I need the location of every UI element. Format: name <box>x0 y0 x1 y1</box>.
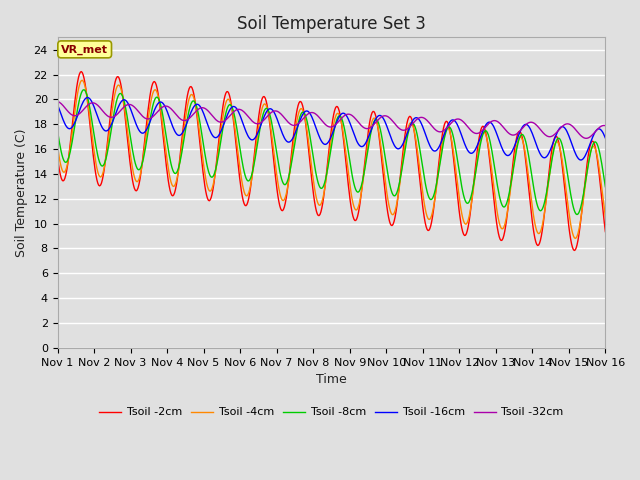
Tsoil -8cm <box>303 115 310 121</box>
Tsoil -2cm <box>303 126 310 132</box>
Tsoil -4cm <box>572 236 579 241</box>
Tsoil -2cm <box>467 205 475 211</box>
Tsoil -16cm <box>303 108 310 114</box>
Line: Tsoil -4cm: Tsoil -4cm <box>58 80 605 239</box>
Tsoil -8cm <box>602 184 609 190</box>
Tsoil -4cm <box>467 204 475 209</box>
Line: Tsoil -32cm: Tsoil -32cm <box>58 101 605 138</box>
Tsoil -2cm <box>378 153 385 159</box>
Tsoil -4cm <box>152 87 159 93</box>
Tsoil -4cm <box>54 143 61 149</box>
Tsoil -32cm <box>301 113 309 119</box>
Y-axis label: Soil Temperature (C): Soil Temperature (C) <box>15 128 28 257</box>
Tsoil -4cm <box>378 146 385 152</box>
Tsoil -16cm <box>152 105 159 111</box>
Tsoil -2cm <box>152 80 159 85</box>
Tsoil -8cm <box>152 96 159 101</box>
Legend: Tsoil -2cm, Tsoil -4cm, Tsoil -8cm, Tsoil -16cm, Tsoil -32cm: Tsoil -2cm, Tsoil -4cm, Tsoil -8cm, Tsoi… <box>95 403 568 422</box>
Tsoil -2cm <box>420 215 428 220</box>
Tsoil -2cm <box>77 69 85 74</box>
Tsoil -8cm <box>467 194 475 200</box>
Tsoil -2cm <box>570 248 578 253</box>
Tsoil -8cm <box>80 87 88 93</box>
Tsoil -16cm <box>467 150 475 156</box>
Line: Tsoil -2cm: Tsoil -2cm <box>58 72 605 251</box>
Tsoil -8cm <box>195 116 203 121</box>
Tsoil -2cm <box>195 134 203 140</box>
X-axis label: Time: Time <box>316 373 347 386</box>
Tsoil -16cm <box>577 157 584 163</box>
Line: Tsoil -16cm: Tsoil -16cm <box>58 97 605 160</box>
Tsoil -4cm <box>195 127 203 133</box>
Tsoil -32cm <box>602 123 609 129</box>
Tsoil -16cm <box>378 113 385 119</box>
Tsoil -4cm <box>420 201 428 206</box>
Tsoil -8cm <box>573 212 581 217</box>
Tsoil -16cm <box>195 103 203 108</box>
Tsoil -32cm <box>582 135 590 141</box>
Tsoil -32cm <box>195 106 202 112</box>
Tsoil -4cm <box>78 77 86 83</box>
Tsoil -2cm <box>54 154 61 160</box>
Tsoil -32cm <box>54 98 61 104</box>
Tsoil -8cm <box>378 131 385 137</box>
Tsoil -4cm <box>602 214 609 220</box>
Tsoil -8cm <box>54 128 61 134</box>
Tsoil -4cm <box>303 123 310 129</box>
Text: VR_met: VR_met <box>61 44 108 55</box>
Tsoil -2cm <box>602 229 609 235</box>
Tsoil -32cm <box>150 112 158 118</box>
Title: Soil Temperature Set 3: Soil Temperature Set 3 <box>237 15 426 33</box>
Tsoil -32cm <box>376 115 384 120</box>
Tsoil -32cm <box>466 127 474 132</box>
Tsoil -16cm <box>420 128 428 134</box>
Tsoil -16cm <box>602 135 609 141</box>
Tsoil -16cm <box>84 95 92 100</box>
Tsoil -16cm <box>54 102 61 108</box>
Line: Tsoil -8cm: Tsoil -8cm <box>58 90 605 215</box>
Tsoil -8cm <box>420 175 428 180</box>
Tsoil -32cm <box>420 115 428 120</box>
